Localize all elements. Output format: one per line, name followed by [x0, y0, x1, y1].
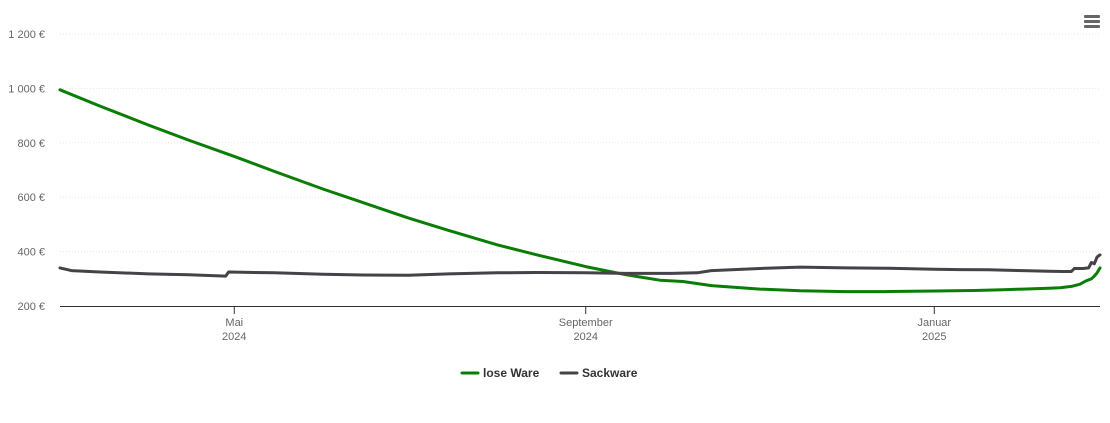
y-tick-label: 600 € [17, 192, 45, 204]
legend: lose Ware Sackware [460, 366, 638, 380]
x-tick-year: 2024 [222, 331, 246, 343]
legend-item[interactable]: Sackware [559, 366, 638, 380]
x-tick-year: 2025 [922, 331, 946, 343]
series-lines [58, 88, 1102, 294]
series-line-sackware[interactable] [58, 253, 1102, 278]
y-tick-label: 200 € [17, 301, 45, 313]
x-tick-label: September [559, 317, 613, 329]
legend-item[interactable]: lose Ware [460, 366, 540, 380]
x-axis: Mai 2024 September 2024 Januar 2025 [60, 306, 1100, 343]
legend-label: lose Ware [483, 366, 540, 380]
hamburger-menu-icon[interactable] [1078, 8, 1106, 34]
y-tick-label: 1 200 € [8, 29, 45, 41]
series-line-lose-ware[interactable] [58, 88, 1102, 294]
grid-lines [60, 33, 1100, 253]
y-tick-label: 1 000 € [8, 83, 45, 95]
y-axis: 200 € 400 € 600 € 800 € 1 000 € 1 200 € [8, 29, 45, 313]
x-tick-label: Mai [225, 317, 243, 329]
x-tick-label: Januar [917, 317, 951, 329]
x-tick-year: 2024 [573, 331, 597, 343]
y-tick-label: 800 € [17, 138, 45, 150]
legend-label: Sackware [582, 366, 638, 380]
y-tick-label: 400 € [17, 247, 45, 259]
